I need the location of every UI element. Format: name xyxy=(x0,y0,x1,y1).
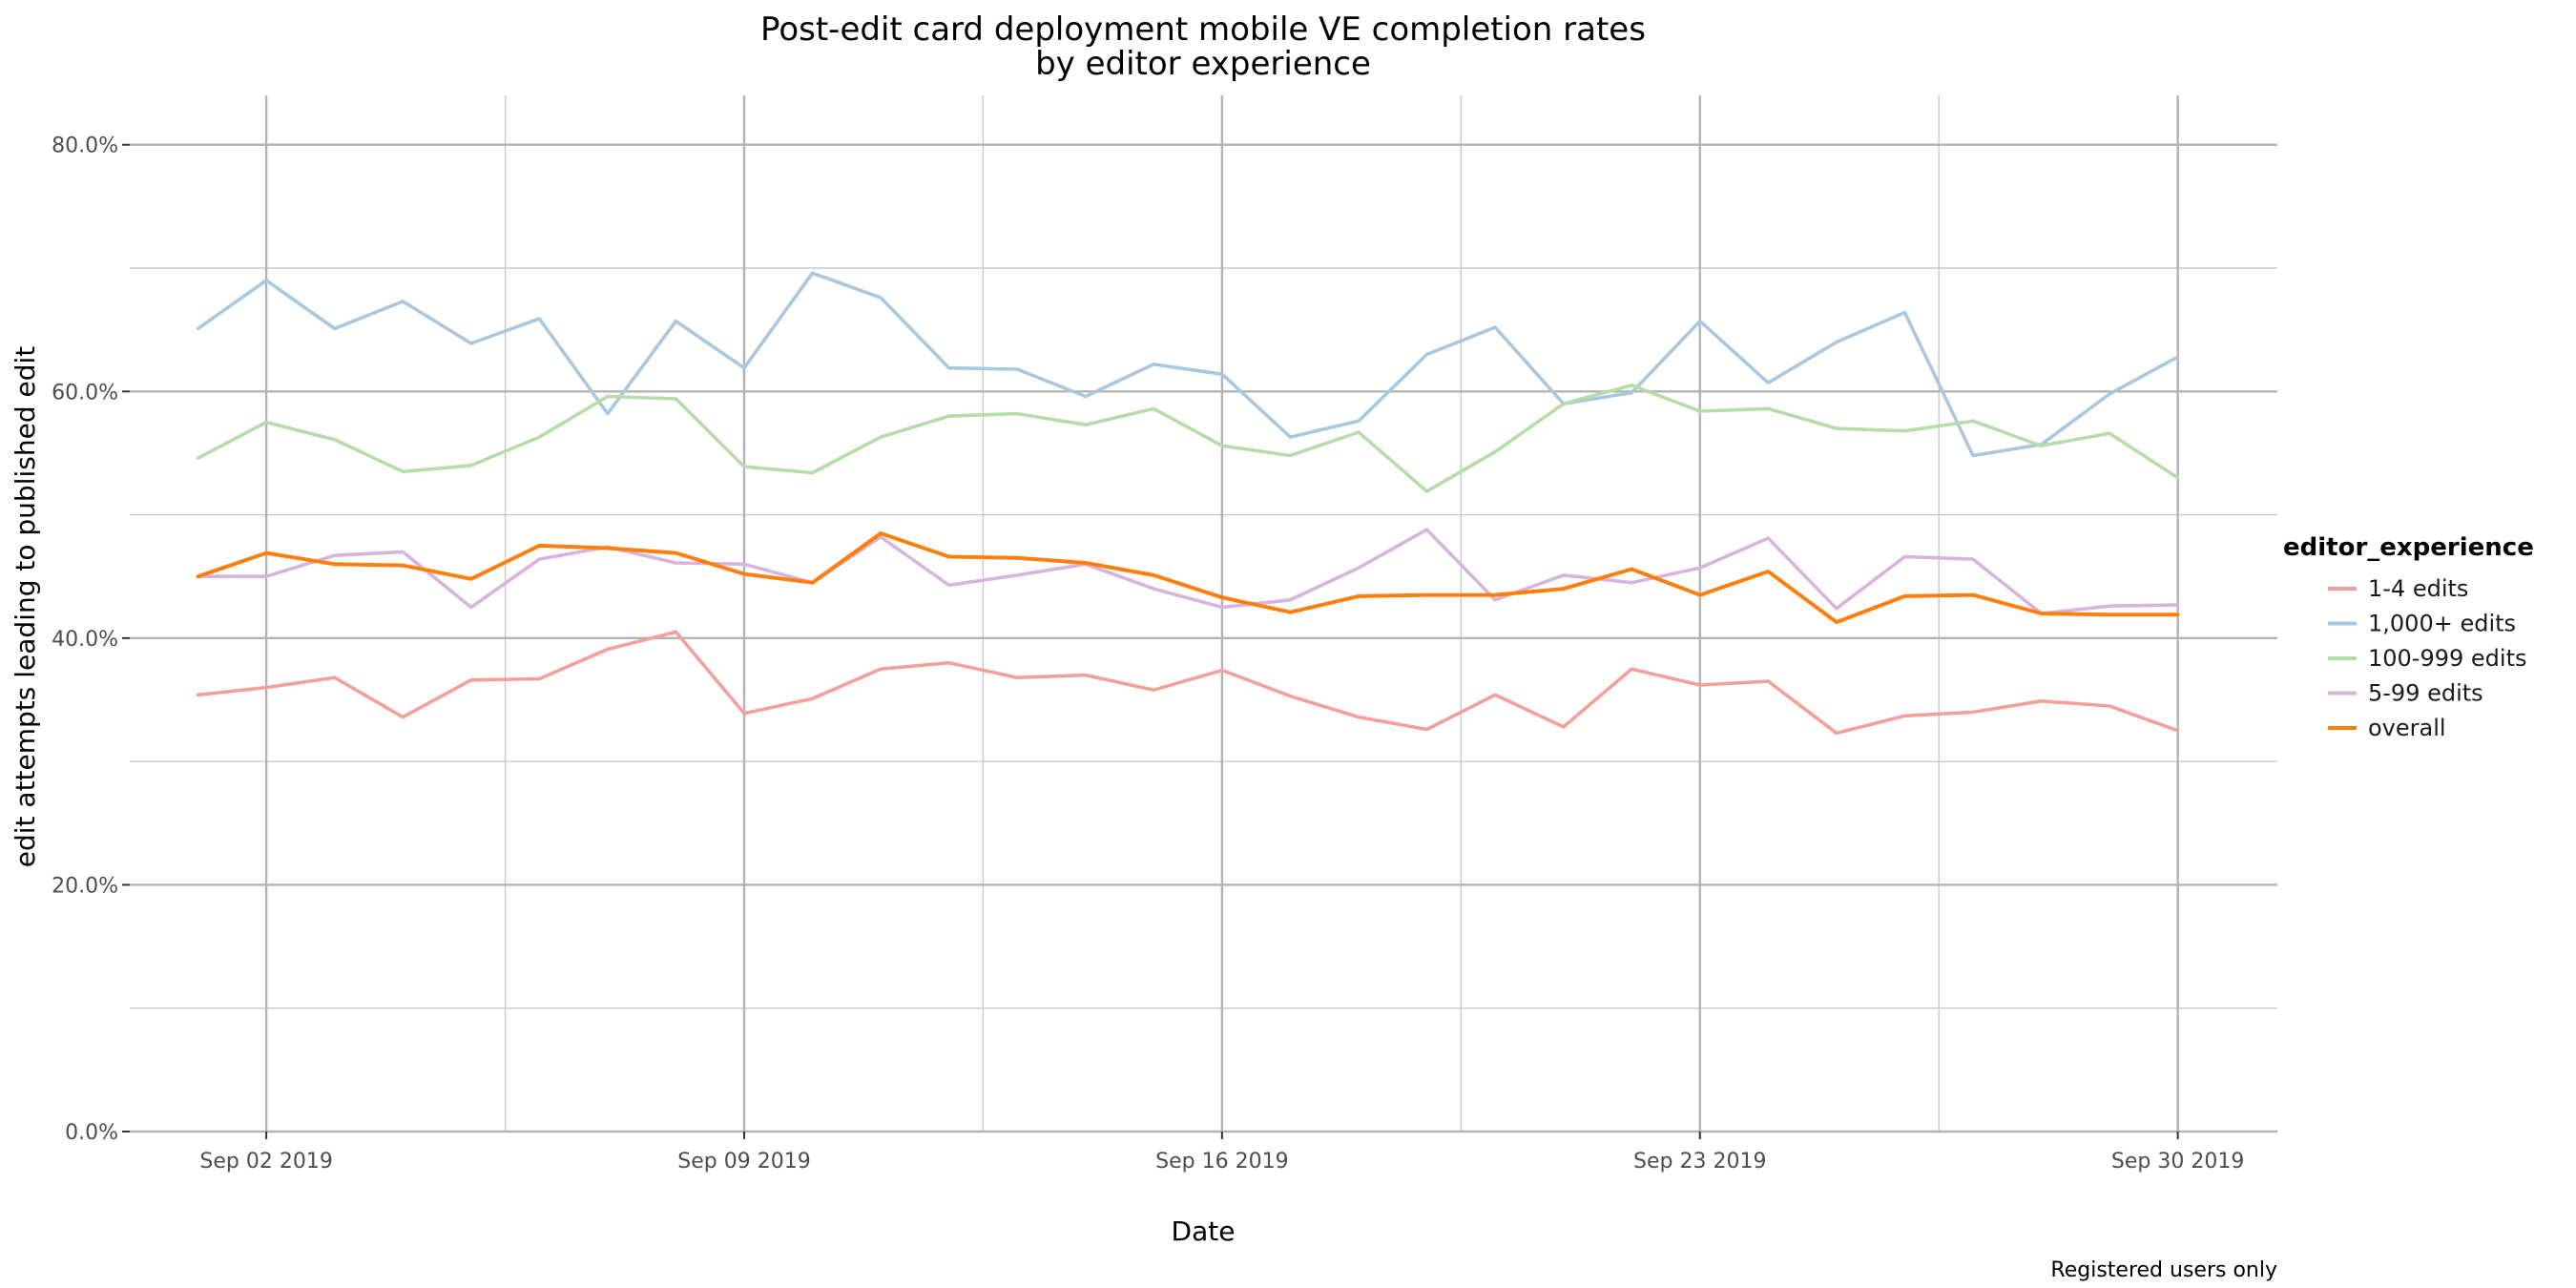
y-tick-label: 40.0% xyxy=(52,628,118,652)
legend-title: editor_experience xyxy=(2283,533,2534,562)
chart-title: Post-edit card deployment mobile VE comp… xyxy=(760,10,1646,49)
legend-label-1-4-edits: 1-4 edits xyxy=(2368,575,2468,602)
x-tick-label: Sep 30 2019 xyxy=(2111,1150,2244,1174)
series-line-overall xyxy=(196,531,2180,625)
x-tick-label: Sep 16 2019 xyxy=(1155,1150,1288,1174)
x-tick-label: Sep 02 2019 xyxy=(199,1150,332,1174)
y-axis-tick-labels: 0.0% 20.0% 40.0% 60.0% 80.0% xyxy=(52,135,118,1145)
y-tick-label: 20.0% xyxy=(52,874,118,898)
legend-label-overall: overall xyxy=(2368,715,2446,741)
major-gridlines xyxy=(130,95,2277,1133)
chart-subtitle: by editor experience xyxy=(1035,45,1371,83)
series-line-1-4-edits xyxy=(196,630,2180,736)
minor-gridlines xyxy=(130,95,2277,1132)
legend-label-5-99-edits: 5-99 edits xyxy=(2368,680,2483,707)
series-line-100-999-edits xyxy=(196,383,2180,493)
y-tick-label: 80.0% xyxy=(52,135,118,158)
y-axis-title: edit attempts leading to published edit xyxy=(10,346,41,868)
series-line-5-99-edits xyxy=(196,528,2180,615)
x-tick-label: Sep 09 2019 xyxy=(677,1150,810,1174)
x-tick-label: Sep 23 2019 xyxy=(1633,1150,1766,1174)
series-line-1-000-edits xyxy=(196,271,2180,458)
x-axis-tick-labels: Sep 02 2019 Sep 09 2019 Sep 16 2019 Sep 23 … xyxy=(199,1150,2244,1174)
legend: editor_experience 1-4 edits 1,000+ edits 1… xyxy=(2283,533,2534,741)
x-axis-title: Date xyxy=(1172,1215,1236,1247)
series-lines xyxy=(196,271,2180,736)
y-tick-label: 60.0% xyxy=(52,381,118,405)
legend-label-1-000-edits: 1,000+ edits xyxy=(2368,611,2516,637)
y-tick-label: 0.0% xyxy=(65,1121,118,1145)
axis-ticks xyxy=(122,143,2179,1139)
caption: Registered users only xyxy=(2050,1258,2277,1282)
legend-label-100-999-edits: 100-999 edits xyxy=(2368,645,2527,672)
